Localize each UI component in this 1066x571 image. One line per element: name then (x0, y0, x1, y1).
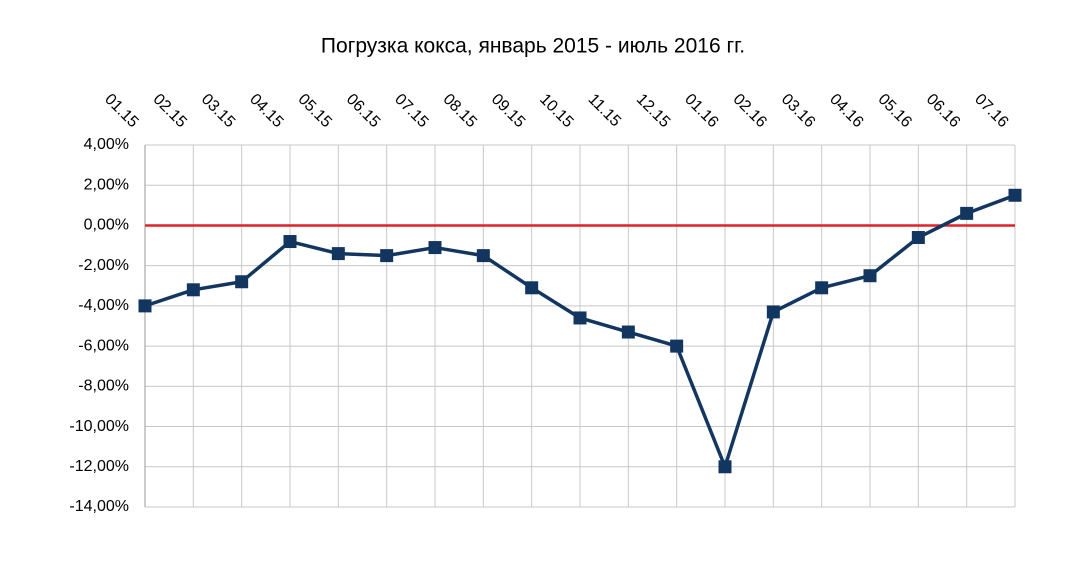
marker (766, 305, 780, 319)
marker (718, 460, 732, 474)
y-tick-label: 4,00% (84, 136, 129, 153)
y-tick-label: -6,00% (78, 337, 129, 354)
y-tick-label: 2,00% (84, 176, 129, 193)
marker (815, 281, 829, 295)
y-tick-label: -2,00% (78, 257, 129, 274)
y-tick-label: 0,00% (84, 217, 129, 234)
marker (960, 206, 974, 220)
marker (235, 275, 249, 289)
y-tick-label: -12,00% (69, 458, 129, 475)
marker (331, 247, 345, 261)
marker (573, 311, 587, 325)
marker (476, 249, 490, 263)
marker (186, 283, 200, 297)
y-tick-label: -14,00% (69, 498, 129, 515)
marker (138, 299, 152, 313)
marker (283, 235, 297, 249)
marker (863, 269, 877, 283)
marker (1008, 188, 1022, 202)
marker (670, 339, 684, 353)
marker (428, 241, 442, 255)
marker (621, 325, 635, 339)
y-tick-label: -10,00% (69, 418, 129, 435)
y-tick-label: -8,00% (78, 378, 129, 395)
marker (525, 281, 539, 295)
marker (380, 249, 394, 263)
y-tick-label: -4,00% (78, 297, 129, 314)
chart-title: Погрузка кокса, январь 2015 - июль 2016 … (321, 35, 745, 58)
marker (911, 231, 925, 245)
